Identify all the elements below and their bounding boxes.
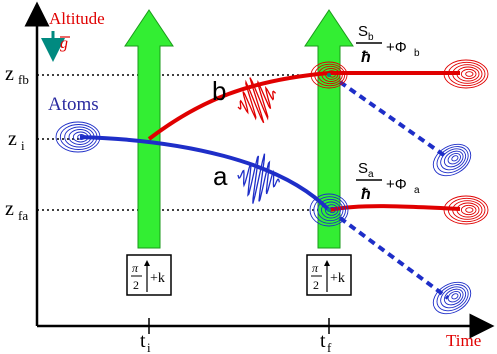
svg-text:ħ: ħ [361, 49, 371, 66]
svg-text:2: 2 [133, 278, 139, 292]
svg-text:z: z [5, 198, 14, 220]
lower-output-red [328, 204, 461, 212]
svg-text:z: z [8, 128, 17, 150]
atom-cloud-bottom-right [432, 281, 472, 315]
svg-text:2: 2 [313, 278, 319, 292]
svg-text:+Φ: +Φ [386, 39, 407, 56]
svg-text:S: S [358, 160, 368, 177]
pulse-box-first: π 2 +k [126, 254, 172, 296]
svg-text:z: z [5, 63, 14, 85]
atom-cloud-top-right [443, 59, 489, 89]
svg-text:fa: fa [18, 208, 28, 223]
svg-text:a: a [368, 169, 374, 180]
laser-beam-second [304, 9, 354, 249]
svg-text:i: i [147, 340, 151, 354]
lower-exit-dashed [338, 216, 450, 300]
gravity-label: g [60, 35, 68, 52]
red-wave-packet [237, 77, 277, 124]
svg-text:f: f [327, 340, 332, 354]
z-i-label: z i [8, 128, 25, 153]
atom-cloud-bottom-center [309, 193, 349, 227]
svg-text:π: π [132, 261, 139, 275]
svg-text:b: b [368, 32, 374, 43]
atom-cloud-mid-right [432, 143, 472, 177]
path-label-a: a [213, 161, 228, 191]
upper-exit-dashed [338, 80, 450, 160]
svg-text:b: b [414, 48, 420, 59]
atom-cloud-initial [55, 121, 101, 153]
time-label: Time [446, 331, 481, 350]
svg-text:+k: +k [330, 271, 345, 286]
t-f-label: t f [320, 330, 332, 354]
laser-beam-first [124, 9, 174, 249]
atoms-label: Atoms [48, 94, 99, 115]
svg-text:ħ: ħ [361, 186, 371, 203]
t-i-label: t i [140, 330, 151, 354]
svg-text:+k: +k [150, 271, 165, 286]
phase-formula-a: S a ħ +Φ a [356, 160, 420, 203]
svg-text:t: t [320, 330, 326, 352]
svg-text:a: a [414, 185, 420, 196]
path-label-b: b [212, 76, 226, 106]
svg-text:i: i [21, 138, 25, 153]
blue-wave-packet [237, 153, 280, 204]
upper-trajectory-b [147, 71, 460, 141]
z-fa-label: z fa [5, 198, 28, 223]
atom-cloud-red-right [443, 195, 489, 225]
svg-text:S: S [358, 23, 368, 40]
pulse-box-second: π 2 +k [306, 254, 352, 296]
svg-text:t: t [140, 330, 146, 352]
svg-text:+Φ: +Φ [386, 176, 407, 193]
svg-text:π: π [312, 261, 319, 275]
z-fb-label: z fb [5, 63, 29, 87]
atom-cloud-top-center [310, 61, 348, 89]
svg-text:fb: fb [18, 72, 29, 87]
lower-trajectory-a [79, 135, 331, 212]
phase-formula-b: S b ħ +Φ b [356, 23, 420, 66]
altitude-label: Altitude [49, 9, 105, 28]
